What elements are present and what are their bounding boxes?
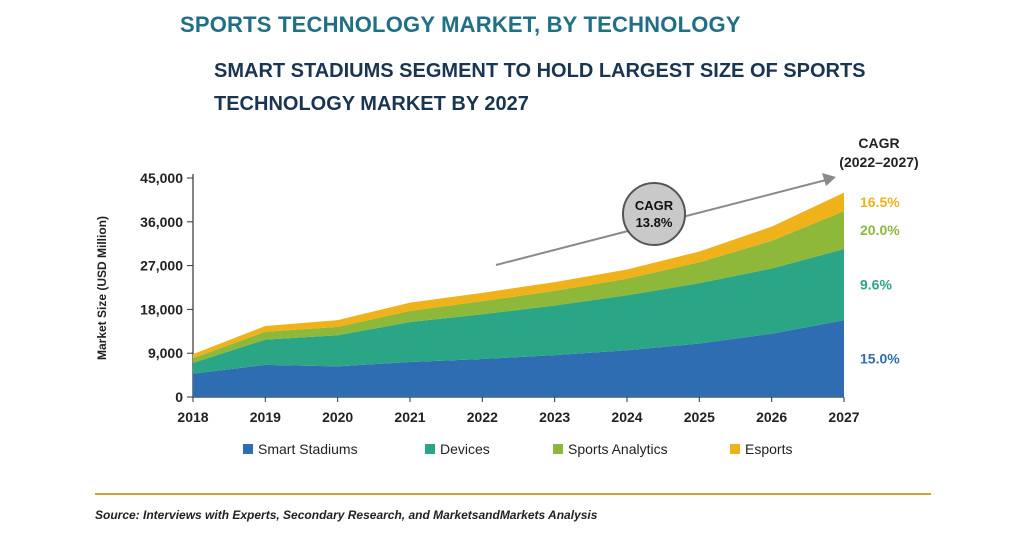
chart-title: SPORTS TECHNOLOGY MARKET, BY TECHNOLOGY — [180, 12, 741, 37]
cagr-label: 20.0% — [860, 222, 900, 238]
y-tick-label: 45,000 — [140, 170, 183, 186]
legend-swatch — [553, 444, 563, 454]
cagr-label: 9.6% — [860, 277, 892, 293]
x-tick-label: 2024 — [611, 409, 642, 425]
cagr-bubble-text: CAGR — [635, 198, 674, 213]
source-note: Source: Interviews with Experts, Seconda… — [95, 508, 598, 522]
divider-line — [95, 493, 931, 495]
area-devices — [193, 249, 844, 374]
cagr-header: CAGR — [858, 135, 899, 151]
x-tick-label: 2018 — [177, 409, 208, 425]
legend-swatch — [243, 444, 253, 454]
area-smart-stadiums — [193, 320, 844, 397]
area-sports-analytics — [193, 211, 844, 363]
x-tick-label: 2021 — [394, 409, 425, 425]
x-tick-label: 2020 — [322, 409, 353, 425]
y-tick-label: 0 — [175, 389, 183, 405]
y-tick-label: 36,000 — [140, 214, 183, 230]
cagr-header: (2022–2027) — [839, 154, 918, 170]
legend-label: Esports — [745, 441, 792, 457]
x-tick-label: 2025 — [684, 409, 715, 425]
legend-swatch — [730, 444, 740, 454]
chart-subtitle: SMART STADIUMS SEGMENT TO HOLD LARGEST S… — [214, 60, 866, 115]
cagr-label: 15.0% — [860, 351, 900, 367]
area-esports — [193, 192, 844, 359]
y-tick-label: 9,000 — [148, 345, 183, 361]
y-tick-label: 27,000 — [140, 258, 183, 274]
legend-swatch — [425, 444, 435, 454]
y-axis-label: Market Size (USD Million) — [95, 216, 109, 360]
x-tick-label: 2023 — [539, 409, 570, 425]
x-tick-label: 2019 — [250, 409, 281, 425]
y-tick-label: 18,000 — [140, 301, 183, 317]
x-tick-label: 2026 — [756, 409, 787, 425]
trend-arrow-head — [822, 173, 836, 186]
legend-label: Sports Analytics — [568, 441, 668, 457]
cagr-label: 16.5% — [860, 194, 900, 210]
legend-label: Devices — [440, 441, 490, 457]
x-tick-label: 2022 — [467, 409, 498, 425]
cagr-bubble-text: 13.8% — [636, 215, 673, 230]
x-tick-label: 2027 — [828, 409, 859, 425]
cagr-bubble — [622, 182, 686, 246]
legend-label: Smart Stadiums — [258, 441, 358, 457]
